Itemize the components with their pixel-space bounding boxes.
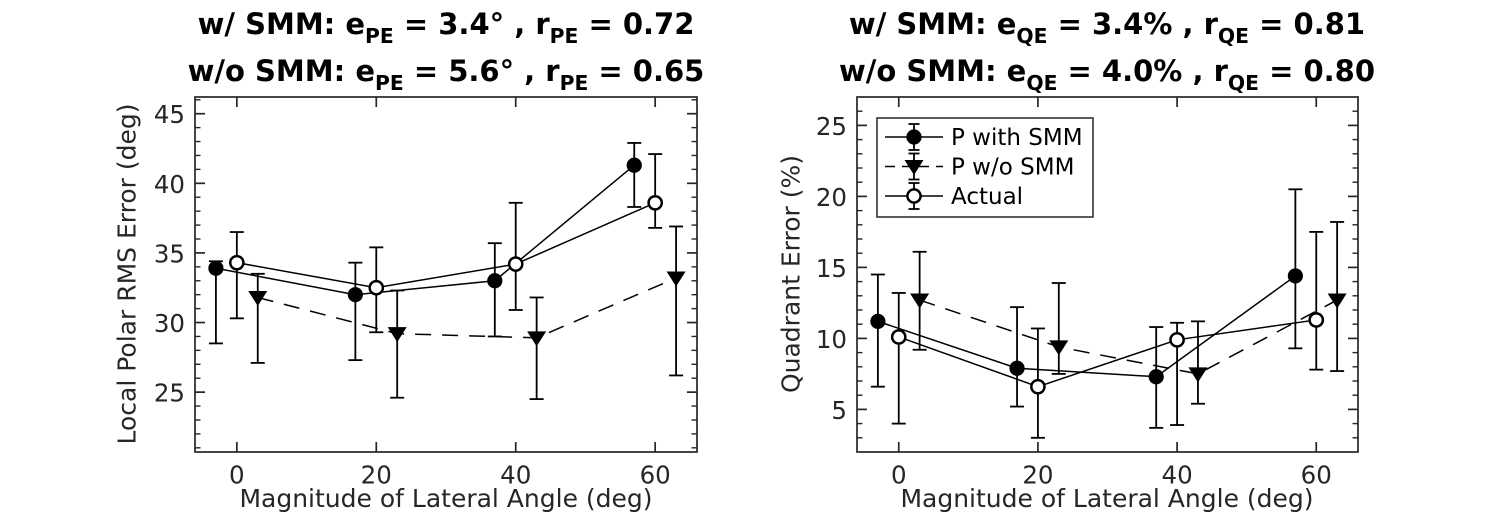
data-point-marker-open-circle <box>368 279 385 296</box>
x-tick-label: 20 <box>361 460 392 489</box>
x-tick-label: 40 <box>500 460 531 489</box>
data-point-marker-triangle-down <box>527 331 547 347</box>
x-tick-label: 0 <box>229 460 245 489</box>
series-actual <box>228 153 664 334</box>
data-point-marker-triangle-down <box>666 271 686 287</box>
series-p-with-smm <box>870 188 1303 429</box>
y-tick-label: 10 <box>816 325 847 354</box>
data-point-marker-triangle-down <box>910 293 930 309</box>
legend: P with SMM P w/o SMM Actual <box>876 117 1094 218</box>
series-line <box>919 299 1338 375</box>
data-point-marker-triangle-down <box>1327 293 1347 309</box>
data-point-marker-filled-circle <box>1287 268 1303 284</box>
legend-label: Actual <box>951 184 1023 210</box>
data-point-marker-triangle-down <box>1049 340 1069 356</box>
x-tick-label: 40 <box>1161 460 1192 489</box>
data-point-marker-filled-circle <box>906 129 922 145</box>
series-line <box>215 164 635 296</box>
y-tick-label: 15 <box>816 254 847 283</box>
y-tick-label: 45 <box>154 100 185 129</box>
data-point-marker-open-circle <box>1030 378 1046 395</box>
y-tick-label: 30 <box>154 309 185 338</box>
plot-title-line: w/o SMM: ePE = 5.6° , rPE = 0.65 <box>187 54 705 95</box>
series-line <box>877 275 1296 378</box>
plot-title-line: w/o SMM: eQE = 4.0% , rQE = 0.80 <box>838 54 1376 95</box>
series-p-w-o-smm <box>248 225 686 400</box>
legend-label: P with SMM <box>951 125 1083 151</box>
x-tick-label: 20 <box>1022 460 1053 489</box>
data-point-marker-filled-circle <box>487 273 503 289</box>
left-plot-title: w/ SMM: ePE = 3.4° , rPE = 0.72 w/o SMM: … <box>71 1 821 95</box>
left-x-axis-label: Magnitude of Lateral Angle (deg) <box>239 484 653 513</box>
y-tick-label: 5 <box>831 396 847 425</box>
x-tick-label: 0 <box>891 460 907 489</box>
data-point-marker-triangle-down <box>248 290 268 306</box>
data-point-marker-filled-circle <box>347 287 363 303</box>
series-actual <box>890 230 1325 439</box>
left-plot: 0 20 40 60 25 30 35 40 45 <box>154 96 698 489</box>
legend-entry-p-w-o-smm: P w/o SMM <box>885 152 1074 181</box>
plot-title-line: w/ SMM: eQE = 3.4% , rQE = 0.81 <box>848 7 1366 48</box>
y-tick-label: 35 <box>154 239 185 268</box>
data-point-marker-open-circle <box>906 188 922 204</box>
right-plot-title: w/ SMM: eQE = 3.4% , rQE = 0.81 w/o SMM: … <box>732 1 1482 95</box>
y-tick-label: 25 <box>816 112 847 141</box>
legend-entry-p-with-smm: P with SMM <box>885 123 1083 151</box>
legend-label: P w/o SMM <box>951 155 1074 181</box>
axes-box <box>856 96 1359 453</box>
right-plot: 0 20 40 60 5 10 15 20 25 P with SMM P w/o SMM Actua… <box>816 96 1359 489</box>
series-line <box>257 277 677 339</box>
data-point-marker-open-circle <box>507 256 524 272</box>
series-p-with-smm <box>208 142 642 362</box>
data-point-marker-open-circle <box>647 194 664 211</box>
right-x-axis-label: Magnitude of Lateral Angle (deg) <box>900 484 1314 513</box>
data-point-marker-triangle-down <box>387 327 407 343</box>
data-point-marker-triangle-down <box>904 160 924 175</box>
data-point-marker-triangle-down <box>1188 367 1208 383</box>
axes-box <box>194 96 698 453</box>
data-point-marker-filled-circle <box>626 157 642 173</box>
series-line <box>236 202 656 289</box>
data-point-marker-filled-circle <box>1009 360 1025 376</box>
data-point-marker-filled-circle <box>870 313 886 329</box>
series-line <box>898 319 1317 388</box>
data-point-marker-open-circle <box>890 329 907 345</box>
data-point-marker-open-circle <box>1308 312 1325 328</box>
plot-title-line: w/ SMM: ePE = 3.4° , rPE = 0.72 <box>197 7 695 48</box>
y-tick-label: 25 <box>154 379 185 408</box>
y-tick-label: 20 <box>816 183 847 212</box>
data-point-marker-open-circle <box>228 254 245 271</box>
data-point-marker-open-circle <box>1169 331 1185 348</box>
data-point-marker-filled-circle <box>1148 369 1164 385</box>
y-tick-label: 40 <box>154 170 185 199</box>
x-tick-label: 60 <box>1301 460 1332 489</box>
series-p-w-o-smm <box>910 221 1347 405</box>
x-tick-label: 60 <box>640 460 671 489</box>
legend-entry-actual: Actual <box>885 182 1023 210</box>
data-point-marker-filled-circle <box>208 260 224 276</box>
